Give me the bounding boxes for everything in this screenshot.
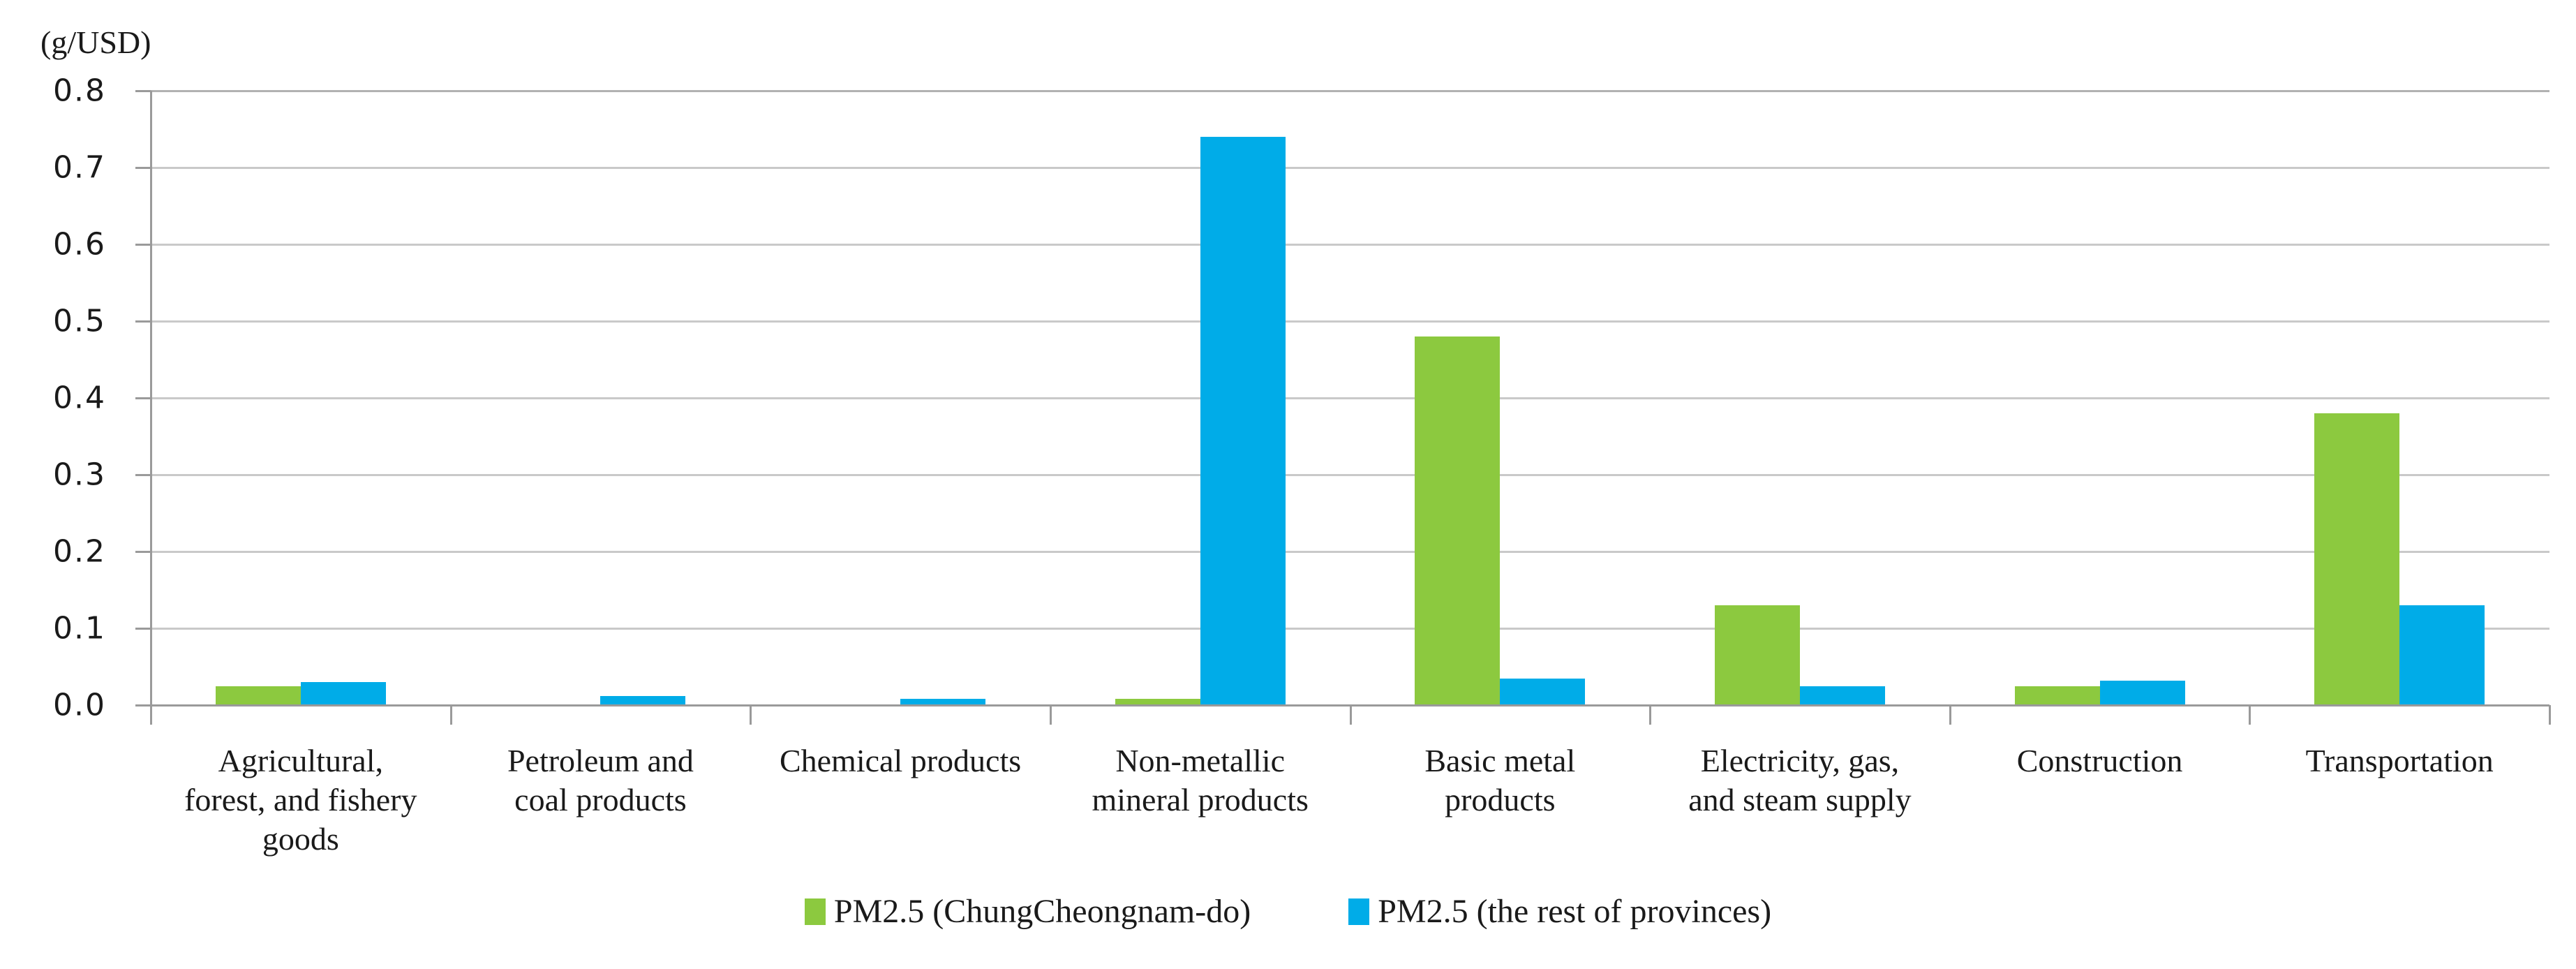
- y-tick-label-0.5: 0.5: [53, 303, 106, 339]
- x-tick-0: [150, 705, 152, 725]
- y-tick-0.7: [135, 167, 151, 169]
- bar-series1-cat7: [2014, 686, 2100, 705]
- category-label-2: Petroleum and coal products: [507, 743, 694, 818]
- y-tick-label-0.3: 0.3: [53, 457, 106, 493]
- gridline-0.2: [151, 551, 2549, 553]
- bar-series2-cat8: [2399, 605, 2485, 705]
- x-tick-3: [1049, 705, 1052, 725]
- y-tick-0.5: [135, 320, 151, 323]
- x-tick-5: [1649, 705, 1652, 725]
- y-tick-0.4: [135, 397, 151, 399]
- bar-series2-cat6: [1799, 686, 1885, 705]
- y-axis-line: [150, 91, 152, 725]
- bar-series2-cat2: [600, 695, 686, 705]
- category-label-4: Non-metallic mineral products: [1092, 743, 1309, 818]
- legend-entry-1: PM2.5 (ChungCheongnam-do): [804, 892, 1251, 931]
- gridline-0.3: [151, 474, 2549, 476]
- y-tick-0.3: [135, 474, 151, 476]
- y-tick-label-0.8: 0.8: [53, 73, 106, 109]
- gridline-0.5: [151, 320, 2549, 323]
- x-tick-7: [2249, 705, 2251, 725]
- x-axis-line: [135, 704, 2549, 707]
- category-label-1: Agricultural, forest, and fishery goods: [184, 743, 417, 857]
- bar-series2-cat7: [2099, 680, 2185, 705]
- category-label-3: Chemical products: [779, 743, 1022, 778]
- bar-series1-cat5: [1415, 336, 1501, 705]
- y-tick-label-0.6: 0.6: [53, 226, 106, 262]
- y-axis-unit-label: (g/USD): [40, 24, 151, 60]
- x-tick-2: [750, 705, 752, 725]
- legend-entry-2: PM2.5 (the rest of provinces): [1348, 892, 1771, 931]
- y-tick-0.6: [135, 244, 151, 246]
- y-tick-0.8: [135, 90, 151, 92]
- bar-series1-cat6: [1714, 605, 1800, 705]
- y-tick-0.1: [135, 628, 151, 630]
- category-label-6: Electricity, gas, and steam supply: [1688, 743, 1912, 818]
- y-tick-0.2: [135, 551, 151, 553]
- legend-label: PM2.5 (ChungCheongnam-do): [833, 893, 1251, 930]
- x-tick-8: [2549, 705, 2551, 725]
- category-label-7: Construction: [2016, 743, 2183, 778]
- bar-series2-cat1: [300, 682, 386, 705]
- legend-swatch-icon: [1348, 898, 1370, 925]
- bar-series1-cat1: [215, 686, 301, 705]
- bar-series2-cat5: [1500, 678, 1586, 705]
- legend-swatch-icon: [804, 898, 826, 925]
- y-tick-label-0.7: 0.7: [53, 149, 106, 186]
- x-tick-4: [1349, 705, 1352, 725]
- gridline-0.7: [151, 167, 2549, 169]
- gridline-0.8: [151, 90, 2549, 92]
- bar-series1-cat8: [2314, 413, 2400, 705]
- y-tick-label-0.4: 0.4: [53, 380, 106, 416]
- legend-label: PM2.5 (the rest of provinces): [1378, 893, 1772, 930]
- x-tick-6: [1949, 705, 1951, 725]
- category-label-5: Basic metal products: [1424, 743, 1576, 818]
- gridline-0.6: [151, 244, 2549, 246]
- legend: PM2.5 (ChungCheongnam-do) PM2.5 (the rest…: [0, 892, 2576, 931]
- y-tick-label-0.1: 0.1: [53, 610, 106, 646]
- bar-series2-cat4: [1200, 137, 1286, 705]
- bar-series2-cat3: [900, 699, 986, 705]
- x-tick-1: [449, 705, 452, 725]
- gridline-0.1: [151, 628, 2549, 630]
- category-label-8: Transportation: [2305, 743, 2494, 778]
- bar-series1-cat4: [1115, 699, 1200, 705]
- y-tick-label-0.2: 0.2: [53, 533, 106, 570]
- gridline-0.4: [151, 397, 2549, 399]
- y-tick-label-0.0: 0.0: [53, 687, 106, 723]
